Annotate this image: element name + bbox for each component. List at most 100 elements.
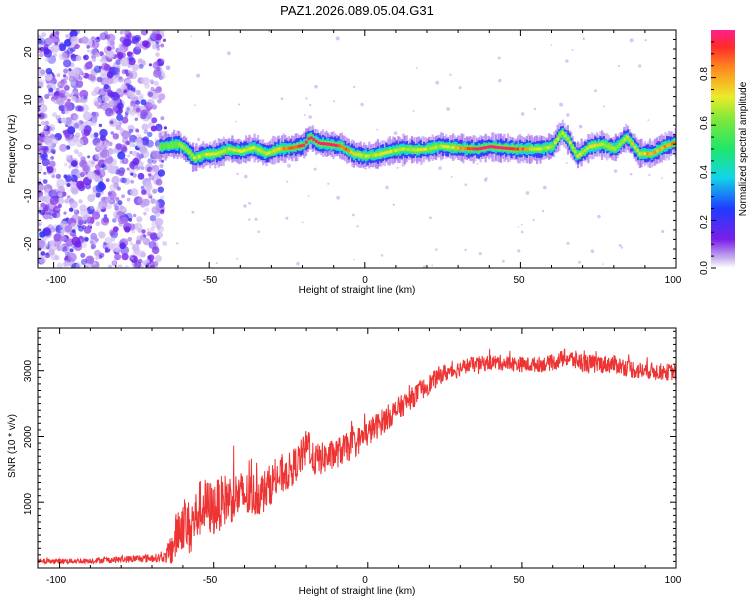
ridge-core [312,138,316,142]
noise-blob [130,100,136,107]
noise-blob [64,225,72,233]
ridge-core [581,150,584,154]
noise-blob [42,210,51,220]
ridge-core [534,147,537,151]
noise-blob [121,177,127,184]
noise-blob [38,184,45,191]
noise-speck [648,173,651,177]
noise-blob [105,178,110,183]
noise-blob [154,255,162,263]
noise-blob [86,45,90,49]
ridge-core [489,145,492,149]
noise-blob [38,223,42,227]
ridge-core [200,154,204,158]
ridge-band [161,143,164,151]
noise-speck [629,38,634,43]
noise-speck [305,97,308,100]
noise-speck [542,185,547,190]
noise-blob [121,253,129,261]
ridge-core [217,151,221,155]
noise-blob [94,237,99,242]
ridge-core [188,150,191,154]
noise-speck [396,166,399,169]
ridge-core [573,150,577,154]
ridge-core [315,139,318,143]
noise-blob [75,263,82,268]
noise-blob [58,43,67,52]
ridge-core [643,152,647,156]
noise-blob [83,262,92,268]
ridge-core [265,152,268,156]
noise-blob [119,242,126,250]
ridge-core [183,146,186,150]
noise-speck [476,162,479,165]
noise-speck [449,73,452,77]
ridge-core [419,148,423,152]
noise-speck [559,102,564,107]
ridge-core [646,152,649,156]
spectrogram-y-tick-label: 0 [23,144,34,150]
ridge-core [359,153,363,157]
noise-blob [53,53,57,57]
ridge-core [591,144,594,148]
ridge-core [402,147,405,151]
noise-blob [121,157,129,165]
noise-speck [602,263,604,265]
ridge-core [367,154,370,158]
noise-blob [72,162,77,166]
ridge-core [215,152,218,156]
ridge-core [519,147,522,151]
noise-blob [110,76,118,84]
ridge-core [671,142,674,146]
ridge-core [332,143,335,147]
noise-blob [89,74,96,82]
noise-speck [287,163,291,168]
noise-blob [141,229,146,234]
chart-title: PAZ1.2026.089.05.04.G31 [280,3,434,18]
noise-blob [131,229,136,234]
noise-blob [135,43,142,50]
noise-blob [50,143,56,149]
snr-x-tick-label: 100 [665,575,682,586]
noise-blob [44,120,50,126]
ridge-core [379,152,383,156]
noise-blob [48,91,54,96]
noise-blob [87,155,91,159]
noise-blob [56,97,65,106]
noise-blob [157,127,161,131]
noise-blob [140,77,146,83]
noise-blob [130,188,139,197]
noise-blob [63,68,69,74]
spectrogram-y-tick-label: -20 [23,236,34,251]
noise-speck [661,177,663,180]
ridge-core [300,144,303,148]
noise-blob [76,180,85,189]
snr-y-tick-label: 1000 [23,492,34,515]
ridge-core [432,146,435,150]
colorbar-ticks [711,41,716,269]
noise-blob [55,30,60,35]
ridge-core [621,140,624,144]
noise-blob [143,212,147,216]
snr-x-tick-label: -50 [203,575,218,586]
snr-panel: -100 -50 0 50 100 1000 2000 3000 Height … [7,327,682,597]
noise-blob [91,90,98,97]
noise-speck [438,166,442,170]
noise-blob [93,65,102,73]
spectrogram-x-tick-label: 100 [665,275,682,286]
noise-blob [48,249,55,256]
noise-speck [248,218,251,221]
noise-blob [77,236,85,244]
ridge-core [446,145,450,149]
noise-speck [422,265,427,268]
ridge-core [449,145,452,149]
noise-blob [39,256,47,264]
noise-blob [59,52,68,61]
ridge-core [673,141,676,145]
colorbar-tick-label: 0.4 [699,165,710,179]
noise-blob [163,126,167,130]
noise-blob [71,187,79,195]
noise-blob [146,99,155,108]
noise-blob [103,84,110,90]
ridge-core [247,147,251,151]
